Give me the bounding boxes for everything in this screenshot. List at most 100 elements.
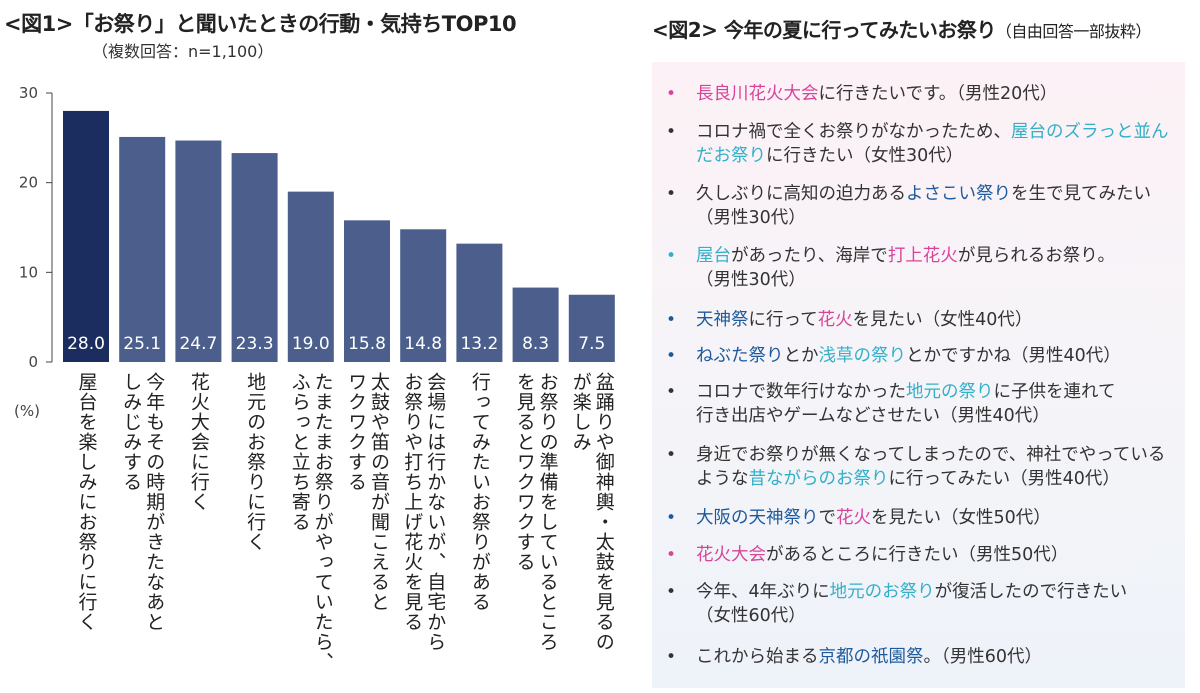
bar-value-label: 19.0 xyxy=(292,334,330,354)
bar xyxy=(344,220,390,362)
highlighted-keyword: 屋台のズラっと並ん だお祭り xyxy=(696,122,1169,166)
highlighted-keyword: ねぶた祭り xyxy=(696,346,784,366)
comment-text: 天神祭に行って花火を見たい（女性40代） xyxy=(696,308,1032,332)
category-label: 会場には行かないが、自宅から お祭りや打ち上げ花火を見る xyxy=(401,372,447,652)
figure1-title: <図1>「お祭り」と聞いたときの行動・気持ちTOP10 xyxy=(4,12,517,36)
bar xyxy=(63,110,109,362)
y-tick-label: 0 xyxy=(28,353,38,371)
bullet-icon: • xyxy=(666,184,677,204)
bullet-icon: • xyxy=(666,122,677,142)
comment-segment: 今年、4年ぶりに xyxy=(696,582,830,602)
comment-segment: を見たい（女性50代） xyxy=(871,508,1051,528)
y-tick-label: 30 xyxy=(19,84,38,102)
highlighted-keyword: 花火 xyxy=(817,310,853,330)
bar-value-label: 7.5 xyxy=(578,334,605,354)
bullet-icon: • xyxy=(666,310,677,330)
bar xyxy=(231,153,278,362)
comment-text: コロナで数年行けなかった地元の祭りに子供を連れて 行き出店やゲームなどさせたい（… xyxy=(696,380,1115,428)
comment-segment: が復活したので行きたい （女性60代） xyxy=(696,582,1128,626)
highlighted-keyword: 京都の祇園祭 xyxy=(818,647,924,667)
figure2-title: <図2> 今年の夏に行ってみたいお祭り（自由回答一部抜粋） xyxy=(652,14,1151,43)
comment-segment: を見たい（女性40代） xyxy=(852,310,1033,330)
comment-text: 今年、4年ぶりに地元のお祭りが復活したので行きたい （女性60代） xyxy=(696,580,1127,628)
category-label: 太鼓や笛の音が聞こえると ワクワクする xyxy=(345,372,390,612)
highlighted-keyword: 打上花火 xyxy=(887,246,958,266)
category-label: 盆踊りや御神輿・太鼓を見るの が楽しみ xyxy=(569,372,615,652)
comment-text: 身近でお祭りが無くなってしまったので、神社でやっている ような昔ながらのお祭りに… xyxy=(696,443,1165,491)
comment-text: これから始まる京都の祇園祭。（男性60代） xyxy=(696,645,1042,669)
figure2-title-text: <図2> 今年の夏に行ってみたいお祭り xyxy=(652,18,996,42)
comment-segment: に行ってみたい（男性40代） xyxy=(888,469,1120,489)
highlighted-keyword: 地元のお祭り xyxy=(829,582,935,602)
category-label: お祭りの準備をしているところ を見るとワクワクする xyxy=(513,372,559,652)
comment-segment: に行きたいです。（男性20代） xyxy=(818,84,1058,104)
bar-value-label: 13.2 xyxy=(460,334,498,354)
category-label: たまたまお祭りがやっていたら、 ふらっと立ち寄る xyxy=(288,372,334,672)
figure1-subtitle: （複数回答：n=1,100） xyxy=(92,42,274,61)
comment-segment: とか xyxy=(783,346,819,366)
comment-text: ねぶた祭りとか浅草の祭りとかですかね（男性40代） xyxy=(696,344,1121,368)
y-tick-label: 20 xyxy=(19,174,38,192)
comment-segment: 。（男性60代） xyxy=(923,647,1043,667)
bar xyxy=(400,229,447,362)
comment-text: 久しぶりに高知の迫力あるよさこい祭りを生で見てみたい （男性30代） xyxy=(696,182,1151,230)
comment-segment: コロナ禍で全くお祭りがなかったため、 xyxy=(696,122,1011,142)
comment-segment: 久しぶりに高知の迫力ある xyxy=(696,184,906,204)
bullet-icon: • xyxy=(666,246,677,266)
bar xyxy=(568,294,615,362)
bar-value-label: 15.8 xyxy=(348,334,386,354)
comment-segment: に子供を連れて 行き出店やゲームなどさせたい（男性40代） xyxy=(696,382,1116,426)
comment-segment: があるところに行きたい（男性50代） xyxy=(766,545,1069,565)
bar-value-label: 8.3 xyxy=(522,334,549,354)
highlighted-keyword: 花火 xyxy=(836,508,871,528)
bar-value-label: 23.3 xyxy=(236,334,274,354)
bullet-icon: • xyxy=(666,545,677,565)
bullet-icon: • xyxy=(666,346,677,366)
comment-segment: これから始まる xyxy=(696,647,819,667)
bullet-icon: • xyxy=(666,382,677,402)
category-label: 行ってみたいお祭りがある xyxy=(468,372,491,612)
bullet-icon: • xyxy=(666,84,677,104)
comment-text: 花火大会があるところに行きたい（男性50代） xyxy=(696,543,1068,567)
figure2-note: （自由回答一部抜粋） xyxy=(995,22,1152,41)
comments-panel: • 長良川花火大会に行きたいです。（男性20代） • コロナ禍で全くお祭りがなかったた… xyxy=(652,62,1185,688)
highlighted-keyword: 花火大会 xyxy=(696,545,766,565)
bar-value-label: 24.7 xyxy=(179,334,217,354)
comment-text: 大阪の天神祭りで花火を見たい（女性50代） xyxy=(696,506,1051,530)
comment-segment: で xyxy=(818,508,837,528)
bullet-icon: • xyxy=(666,508,677,528)
bullet-icon: • xyxy=(666,582,677,602)
bar-value-label: 14.8 xyxy=(404,334,442,354)
category-label: 今年もその時期がきたなあと しみじみする xyxy=(120,372,166,632)
comment-text: 屋台があったり、海岸で打上花火が見られるお祭り。 （男性30代） xyxy=(696,244,1115,292)
comment-segment: があったり、海岸で xyxy=(731,246,888,266)
comment-text: コロナ禍で全くお祭りがなかったため、屋台のズラっと並ん だお祭りに行きたい（女性… xyxy=(696,120,1169,168)
comment-segment: とかですかね（男性40代） xyxy=(906,346,1121,366)
chart-svg: 0 10 20 30 28.0 25.1 24.7 23.3 19.0 15.8 14.8 13.2 8… xyxy=(19,84,615,371)
highlighted-keyword: 浅草の祭り xyxy=(818,346,907,366)
y-tick-label: 10 xyxy=(19,263,38,281)
bar xyxy=(287,191,334,362)
category-label: 屋台を楽しみにお祭りに行く xyxy=(75,372,98,632)
y-axis-unit: (%) xyxy=(14,402,40,420)
comment-segment: 身近でお祭りが無くなってしまったので、神社でやっている ような xyxy=(696,445,1166,489)
category-label: 花火大会に行く xyxy=(187,372,210,512)
bar xyxy=(512,287,559,362)
highlighted-keyword: 天神祭 xyxy=(696,310,749,330)
highlighted-keyword: 地元の祭り xyxy=(906,382,994,402)
category-label: 地元のお祭りに行く xyxy=(244,372,267,552)
bar xyxy=(119,136,166,362)
bar xyxy=(175,140,222,362)
highlighted-keyword: よさこい祭り xyxy=(906,184,1011,204)
highlighted-keyword: 屋台 xyxy=(696,246,731,266)
bullet-icon: • xyxy=(666,647,677,667)
bullet-icon: • xyxy=(666,445,677,465)
bar xyxy=(456,243,503,362)
highlighted-keyword: 大阪の天神祭り xyxy=(696,508,819,528)
highlighted-keyword: 昔ながらのお祭り xyxy=(748,469,889,489)
comment-segment: に行きたい（女性30代） xyxy=(766,146,964,166)
highlighted-keyword: 長良川花火大会 xyxy=(696,84,819,104)
comment-segment: に行って xyxy=(748,310,818,330)
bar-value-label: 25.1 xyxy=(123,334,161,354)
comment-text: 長良川花火大会に行きたいです。（男性20代） xyxy=(696,82,1057,106)
